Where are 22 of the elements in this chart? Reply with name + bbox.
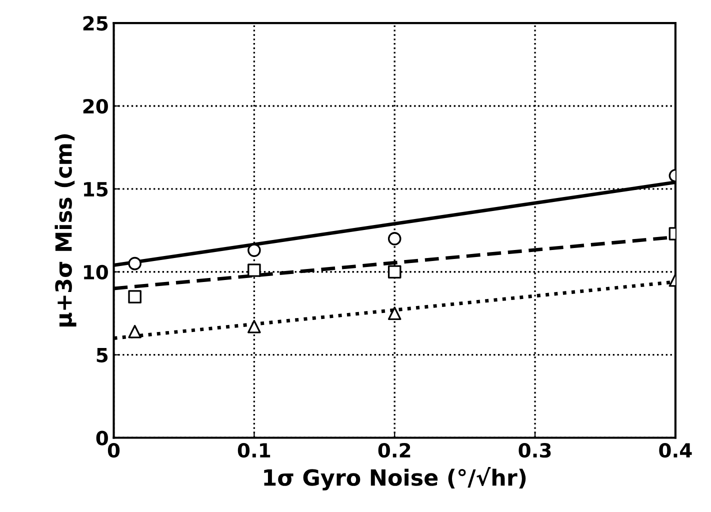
y-axis-title: μ+3σ Miss (cm) bbox=[54, 134, 76, 327]
y-tick-label: 15 bbox=[84, 182, 108, 197]
x-tick-label: 0.1 bbox=[238, 442, 270, 458]
point bbox=[388, 232, 402, 246]
y-tick-label: 5 bbox=[96, 348, 108, 362]
y-tick-label: 10 bbox=[84, 264, 108, 280]
x-tick-label: 0.4 bbox=[659, 442, 692, 458]
point bbox=[128, 290, 142, 304]
point bbox=[388, 265, 402, 279]
point bbox=[248, 264, 261, 277]
x-tick-label: 0.2 bbox=[378, 442, 410, 458]
point bbox=[388, 306, 402, 320]
point bbox=[248, 244, 261, 257]
point bbox=[128, 324, 142, 338]
point bbox=[248, 320, 261, 334]
x-tick-label: 0 bbox=[108, 442, 120, 458]
x-tick-label: 0.3 bbox=[518, 442, 551, 458]
point bbox=[128, 256, 142, 270]
x-axis-title: 1σ Gyro Noise (°/√hr) bbox=[264, 466, 526, 490]
y-tick-label: 25 bbox=[83, 16, 108, 31]
y-tick-label: 0 bbox=[96, 430, 108, 446]
y-tick-label: 20 bbox=[83, 98, 108, 114]
